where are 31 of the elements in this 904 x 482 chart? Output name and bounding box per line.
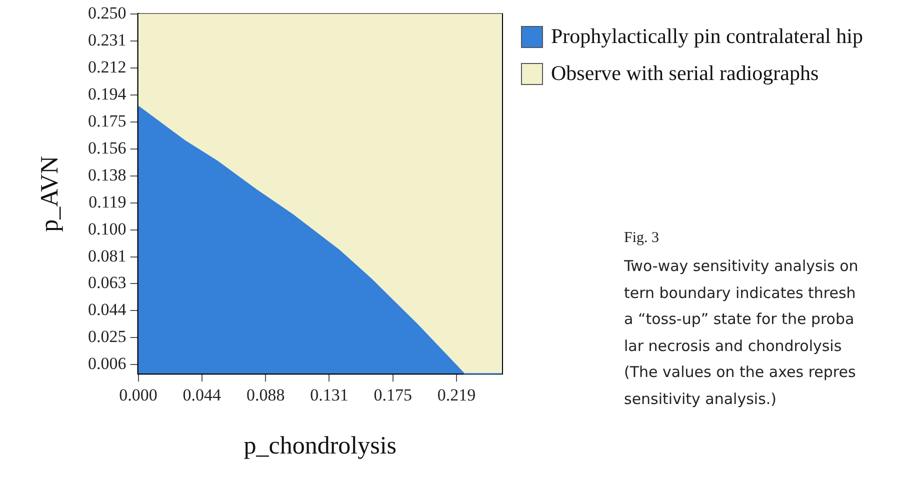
x-tick-label: 0.175: [374, 385, 412, 404]
caption: Fig. 3: [624, 230, 660, 247]
y-axis-title: p_AVN: [36, 156, 64, 232]
y-tick-label: 0.044: [88, 300, 127, 320]
text: Observe with serial radiographs: [551, 61, 819, 86]
x-tick-label: 0.044: [182, 385, 222, 404]
x-axis-title: p_chondrolysis: [244, 432, 397, 460]
y-tick-label: 0.138: [88, 165, 126, 184]
text: (The values on the axes repres: [624, 362, 857, 383]
y-tick-label: 0.006: [88, 354, 126, 374]
y-tick-label: 0.063: [88, 273, 126, 292]
y-tick-label: 0.231: [88, 30, 126, 50]
x-tick-label: 0.088: [246, 385, 285, 404]
y-tick-label: 0.212: [88, 58, 126, 77]
text: Two-way sensitivity analysis on: [624, 256, 860, 277]
legend-label: Prophylactically pin contralateral hip: [551, 24, 863, 49]
y-tick-label: 0.194: [88, 84, 127, 104]
y-tick-label: 0.175: [88, 111, 126, 130]
x-tick-label: 0.219: [437, 385, 476, 404]
text: sensitivity analysis.): [624, 388, 778, 410]
y-tick-label: 0.250: [88, 4, 126, 23]
text: lar necrosis and chondrolysis: [624, 336, 843, 356]
y-tick-label: 0.081: [88, 246, 126, 266]
y-tick-label: 0.119: [88, 192, 126, 212]
x-tick-label: 0.131: [310, 385, 348, 404]
y-tick-label: 0.100: [88, 219, 126, 238]
text: a “toss-up” state for the proba: [624, 309, 856, 330]
y-tick-label: 0.025: [88, 327, 126, 346]
text: tern boundary indicates thresh: [624, 282, 857, 304]
x-tick-label: 0.000: [119, 385, 158, 404]
y-tick-label: 0.156: [88, 138, 126, 158]
